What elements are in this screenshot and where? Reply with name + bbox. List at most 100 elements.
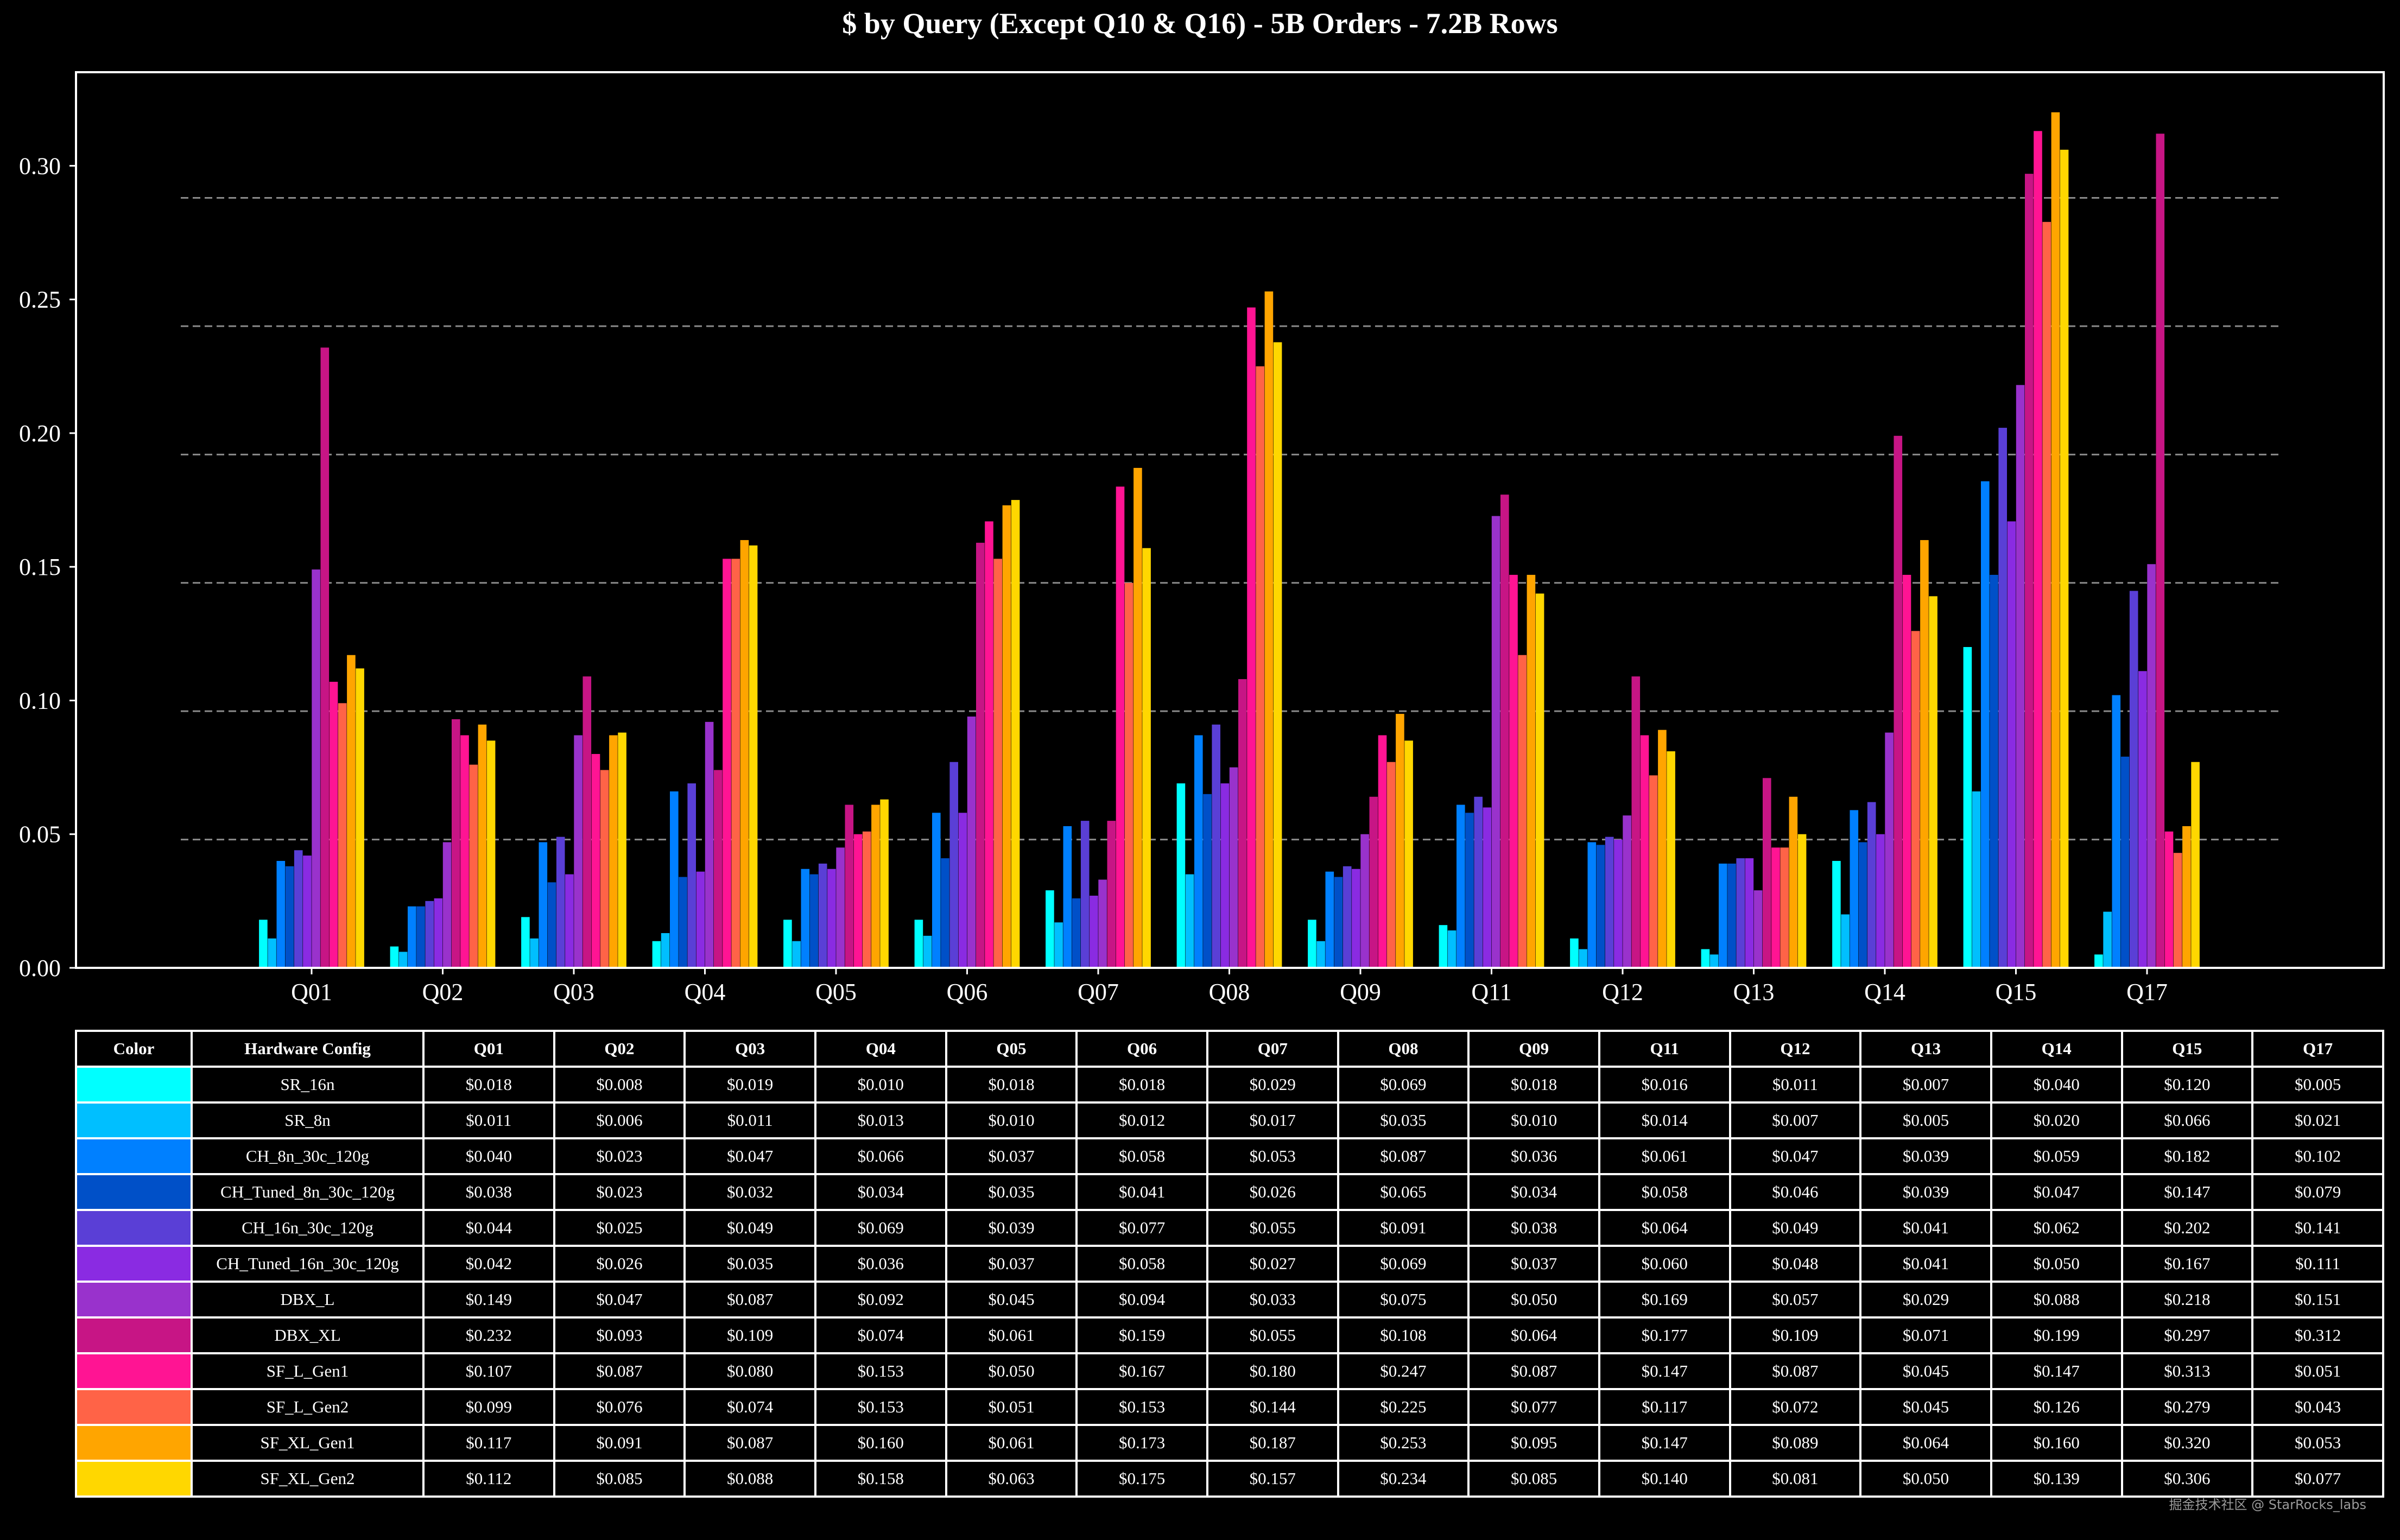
bar: [853, 834, 863, 968]
bar: [958, 813, 967, 968]
cost-cell: $0.007: [1859, 1066, 1992, 1104]
cost-cell: $0.048: [1728, 1245, 1862, 1283]
bar: [276, 860, 286, 968]
bar: [1596, 845, 1605, 968]
cost-cell: $0.091: [553, 1424, 686, 1462]
bar: [1579, 949, 1587, 968]
bar: [600, 770, 609, 968]
bar: [1570, 938, 1579, 968]
bar: [1876, 834, 1885, 968]
bar: [661, 933, 670, 968]
bar: [1308, 920, 1316, 968]
cost-cell: $0.109: [683, 1316, 816, 1354]
cost-cell: $0.111: [2251, 1245, 2384, 1283]
cost-cell: $0.071: [1859, 1316, 1992, 1354]
bar: [1640, 735, 1649, 968]
data-table: Color Hardware Config Q01 Q02 Q03 Q04 Q05 Q06…: [75, 1030, 2384, 1498]
cost-cell: $0.049: [1728, 1209, 1862, 1247]
query-column-header: Q05: [945, 1030, 1078, 1068]
cost-cell: $0.034: [1467, 1173, 1600, 1211]
cost-cell: $0.053: [2251, 1424, 2384, 1462]
cost-cell: $0.117: [422, 1424, 555, 1462]
cost-cell: $0.029: [1206, 1066, 1339, 1104]
bar: [1072, 898, 1081, 968]
cost-cell: $0.023: [553, 1137, 686, 1175]
bar: [582, 676, 592, 968]
cost-cell: $0.093: [553, 1316, 686, 1354]
bar: [1719, 863, 1727, 968]
bar: [1116, 486, 1125, 968]
color-column-header: Color: [75, 1030, 193, 1068]
table-row: CH_Tuned_8n_30c_120g $0.038 $0.023 $0.032 $0…: [75, 1173, 2384, 1211]
cost-cell: $0.064: [1598, 1209, 1731, 1247]
bar: [1614, 839, 1623, 968]
bar: [1124, 582, 1133, 968]
cost-cell: $0.247: [1337, 1352, 1470, 1390]
y-tick-label: 0.20: [19, 420, 61, 447]
x-tick-label: Q05: [815, 979, 857, 1005]
table-row: CH_16n_30c_120g $0.044 $0.025 $0.049 $0.069 $…: [75, 1209, 2384, 1247]
cost-cell: $0.041: [1859, 1209, 1992, 1247]
bar: [967, 717, 976, 968]
cost-cell: $0.234: [1337, 1460, 1470, 1498]
cost-cell: $0.077: [2251, 1460, 2384, 1498]
cost-cell: $0.058: [1598, 1173, 1731, 1211]
table-row: SF_L_Gen1 $0.107 $0.087 $0.080 $0.153 $0.050 $…: [75, 1352, 2384, 1390]
cost-cell: $0.033: [1206, 1281, 1339, 1319]
query-column-header: Q07: [1206, 1030, 1339, 1068]
bar: [1990, 574, 1998, 968]
bar: [941, 858, 949, 968]
bar: [687, 783, 696, 968]
cost-cell: $0.061: [1598, 1137, 1731, 1175]
cost-cell: $0.018: [1075, 1066, 1208, 1104]
cost-cell: $0.058: [1075, 1245, 1208, 1283]
cost-cell: $0.027: [1206, 1245, 1339, 1283]
cost-cell: $0.017: [1206, 1101, 1339, 1139]
bar: [862, 831, 871, 968]
bar: [425, 901, 434, 968]
cost-cell: $0.087: [1728, 1352, 1862, 1390]
bar: [1771, 847, 1780, 968]
cost-cell: $0.055: [1206, 1209, 1339, 1247]
bar: [2051, 112, 2060, 968]
chart-title: $ by Query (Except Q10 & Q16) - 5B Order…: [842, 7, 1558, 40]
cost-cell: $0.147: [1990, 1352, 2123, 1390]
bar: [1535, 593, 1544, 968]
query-column-header: Q15: [2120, 1030, 2254, 1068]
hardware-config-cell: SF_L_Gen2: [191, 1388, 425, 1426]
cost-cell: $0.141: [2251, 1209, 2384, 1247]
hardware-config-cell: SF_L_Gen1: [191, 1352, 425, 1390]
cost-cell: $0.005: [1859, 1101, 1992, 1139]
bar: [565, 874, 574, 968]
cost-cell: $0.045: [1859, 1388, 1992, 1426]
table-header-row: Color Hardware Config Q01 Q02 Q03 Q04 Q05 Q06…: [75, 1030, 2384, 1068]
cost-cell: $0.149: [422, 1281, 555, 1319]
cost-cell: $0.060: [1598, 1245, 1731, 1283]
bar: [1247, 307, 1256, 968]
cost-cell: $0.032: [683, 1173, 816, 1211]
cost-cell: $0.059: [1990, 1137, 2123, 1175]
bar: [1745, 858, 1754, 968]
bar: [1911, 631, 1920, 968]
cost-cell: $0.013: [814, 1101, 947, 1139]
cost-cell: $0.153: [1075, 1388, 1208, 1426]
cost-cell: $0.065: [1337, 1173, 1470, 1211]
bar: [442, 842, 452, 968]
cost-cell: $0.034: [814, 1173, 947, 1211]
bar: [1885, 732, 1894, 968]
bar: [609, 735, 618, 968]
bar: [2138, 671, 2147, 968]
bar: [320, 347, 330, 968]
bar: [2103, 911, 2112, 968]
x-tick-label: Q06: [947, 979, 988, 1005]
cost-cell: $0.180: [1206, 1352, 1339, 1390]
x-tick-label: Q14: [1864, 979, 1905, 1005]
bar: [1238, 679, 1247, 968]
bars: [259, 112, 2200, 968]
hardware-config-cell: CH_16n_30c_120g: [191, 1209, 425, 1247]
cost-cell: $0.007: [1728, 1101, 1862, 1139]
hardware-config-cell: SF_XL_Gen2: [191, 1460, 425, 1498]
bar: [1369, 796, 1378, 968]
bar: [1011, 500, 1020, 968]
color-swatch: [75, 1066, 193, 1104]
